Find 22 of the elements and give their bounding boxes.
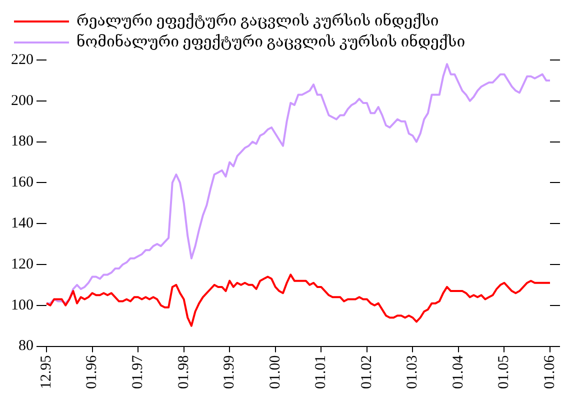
y-tick-label: 100 [11, 297, 34, 314]
y-tick-label: 80 [18, 338, 34, 354]
y-tick-label: 220 [11, 52, 34, 68]
y-tick-label: 200 [11, 92, 34, 109]
y-tick-label: 180 [11, 134, 34, 150]
x-tick-label: 01.06 [542, 354, 558, 389]
y-tick-label: 140 [11, 216, 34, 232]
x-tick-label: 01.03 [404, 355, 421, 389]
x-tick-label: 01.99 [222, 355, 238, 389]
x-tick-label: 01.05 [496, 355, 512, 389]
x-tick-label: 01.97 [130, 354, 146, 389]
x-tick-label: 01.01 [313, 355, 330, 389]
x-tick-label: 01.02 [358, 355, 375, 389]
x-tick-label: 01.04 [450, 354, 466, 389]
legend-label: ნომინალური ეფექტური გაცვლის კურსის ინდექსი [76, 33, 466, 50]
y-tick-label: 160 [11, 174, 34, 191]
x-tick-label: 01.96 [84, 354, 100, 389]
x-tick-label: 12.95 [38, 355, 54, 389]
y-tick-label: 120 [11, 256, 34, 272]
x-tick-label: 01.98 [176, 355, 192, 389]
legend-label: რეალური ეფექტური გაცვლის კურსის ინდექსი [76, 12, 439, 30]
x-tick-label: 01.00 [267, 355, 284, 389]
